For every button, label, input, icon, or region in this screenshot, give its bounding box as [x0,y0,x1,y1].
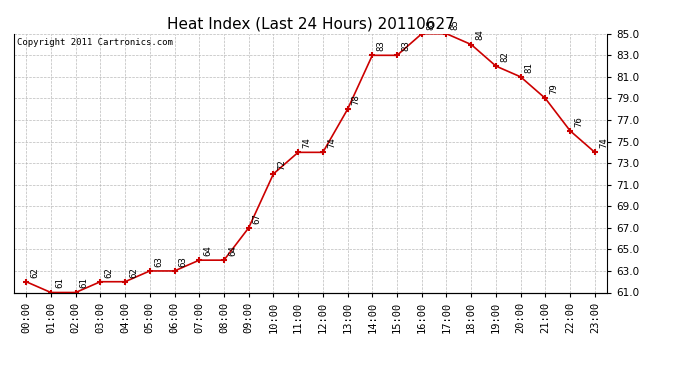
Text: 74: 74 [302,137,311,148]
Text: 83: 83 [377,40,386,51]
Text: 63: 63 [154,256,163,267]
Text: 72: 72 [277,159,286,170]
Text: 61: 61 [55,278,64,288]
Text: 62: 62 [129,267,138,278]
Text: 74: 74 [327,137,336,148]
Title: Heat Index (Last 24 Hours) 20110627: Heat Index (Last 24 Hours) 20110627 [166,16,455,31]
Text: 64: 64 [204,245,213,256]
Text: 84: 84 [475,30,484,40]
Text: 67: 67 [253,213,262,223]
Text: 83: 83 [401,40,410,51]
Text: 76: 76 [574,116,583,127]
Text: 85: 85 [451,19,460,30]
Text: 78: 78 [352,94,361,105]
Text: 62: 62 [104,267,113,278]
Text: 61: 61 [80,278,89,288]
Text: 62: 62 [30,267,39,278]
Text: 82: 82 [500,51,509,62]
Text: 63: 63 [179,256,188,267]
Text: 81: 81 [525,62,534,73]
Text: 79: 79 [549,84,558,94]
Text: 64: 64 [228,245,237,256]
Text: 74: 74 [599,137,608,148]
Text: Copyright 2011 Cartronics.com: Copyright 2011 Cartronics.com [17,38,172,46]
Text: 85: 85 [426,19,435,30]
